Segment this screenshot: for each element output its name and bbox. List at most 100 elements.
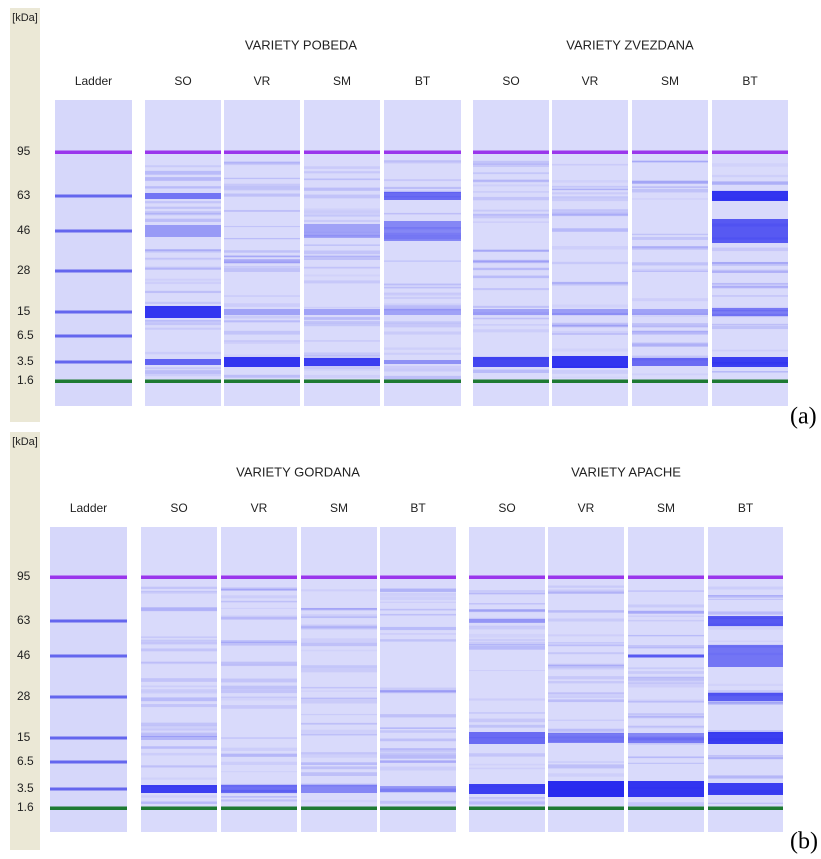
strong-band xyxy=(304,358,380,366)
faint-band xyxy=(304,166,380,169)
faint-band xyxy=(301,698,377,700)
faint-band xyxy=(145,282,221,284)
faint-band xyxy=(628,763,704,764)
faint-band xyxy=(552,196,628,198)
figure: [kDa]95634628156.53.51.6LadderVARIETY PO… xyxy=(0,0,821,859)
faint-band xyxy=(384,179,461,181)
lane-label: SO xyxy=(498,501,515,515)
faint-band xyxy=(548,610,624,612)
faint-band xyxy=(141,662,217,664)
faint-band xyxy=(473,222,549,223)
faint-band xyxy=(473,215,549,218)
faint-band xyxy=(469,725,545,728)
faint-band xyxy=(301,754,377,757)
strong-band xyxy=(628,655,704,658)
faint-band xyxy=(141,636,217,638)
ladder-band xyxy=(50,788,127,791)
strong-band xyxy=(304,224,380,238)
size-label: 28 xyxy=(17,689,31,703)
strong-band xyxy=(145,359,221,365)
faint-band xyxy=(224,295,300,296)
faint-band xyxy=(632,265,708,266)
lane-label: Ladder xyxy=(70,501,107,515)
faint-band xyxy=(632,269,708,272)
faint-band xyxy=(552,186,628,188)
faint-band xyxy=(304,352,380,356)
faint-band xyxy=(301,638,377,642)
faint-band xyxy=(712,295,788,297)
size-label: 95 xyxy=(17,569,31,583)
ladder-band xyxy=(55,151,132,155)
faint-band xyxy=(708,627,783,629)
ladder-band xyxy=(55,195,132,198)
faint-band xyxy=(304,375,380,378)
faint-band xyxy=(145,258,221,260)
faint-band xyxy=(628,616,704,617)
faint-band xyxy=(224,255,300,257)
faint-band xyxy=(141,777,217,779)
faint-band xyxy=(628,645,704,647)
faint-band xyxy=(141,753,217,755)
faint-band xyxy=(145,374,221,376)
faint-band xyxy=(221,642,297,645)
faint-band xyxy=(628,683,704,687)
faint-band xyxy=(632,373,708,375)
faint-band xyxy=(552,370,628,374)
faint-band xyxy=(304,179,380,181)
faint-band xyxy=(473,214,549,216)
marker-band xyxy=(301,807,377,811)
faint-band xyxy=(224,303,300,307)
faint-band xyxy=(301,714,377,715)
faint-band xyxy=(141,697,217,701)
faint-band xyxy=(552,282,628,284)
strong-band xyxy=(628,733,704,743)
faint-band xyxy=(304,280,380,283)
marker-band xyxy=(221,807,297,811)
faint-band xyxy=(552,214,628,216)
marker-band xyxy=(301,576,377,580)
faint-band xyxy=(380,749,456,752)
faint-band xyxy=(380,593,456,596)
faint-band xyxy=(224,184,300,186)
strong-band xyxy=(384,309,461,315)
strong-band xyxy=(145,193,221,199)
faint-band xyxy=(628,671,704,674)
faint-band xyxy=(473,191,549,192)
faint-band xyxy=(384,213,461,214)
faint-band xyxy=(469,590,545,593)
faint-band xyxy=(632,187,708,188)
faint-band xyxy=(221,608,297,609)
faint-band xyxy=(708,690,783,693)
strong-band xyxy=(552,309,628,315)
size-label: 15 xyxy=(17,304,31,318)
marker-band xyxy=(628,807,704,811)
faint-band xyxy=(632,181,708,184)
marker-band xyxy=(221,576,297,580)
faint-band xyxy=(304,317,380,320)
faint-band xyxy=(304,340,380,342)
faint-band xyxy=(708,595,783,597)
lane-label: BT xyxy=(410,501,426,515)
faint-band xyxy=(469,634,545,638)
faint-band xyxy=(221,595,297,598)
faint-band xyxy=(141,765,217,767)
marker-band xyxy=(552,151,628,155)
faint-band xyxy=(632,198,708,199)
strong-band xyxy=(708,783,783,795)
faint-band xyxy=(221,738,297,739)
faint-band xyxy=(469,626,545,629)
faint-band xyxy=(473,210,549,212)
faint-band xyxy=(552,188,628,190)
ladder-band xyxy=(55,361,132,364)
strong-band xyxy=(380,786,456,792)
faint-band xyxy=(552,323,628,327)
faint-band xyxy=(145,320,221,322)
faint-band xyxy=(224,331,300,335)
strong-band xyxy=(145,225,221,237)
panel-label: (b) xyxy=(790,829,818,855)
faint-band xyxy=(141,640,217,641)
faint-band xyxy=(141,795,217,797)
faint-band xyxy=(628,802,704,806)
faint-band xyxy=(708,641,783,642)
faint-band xyxy=(301,762,377,765)
